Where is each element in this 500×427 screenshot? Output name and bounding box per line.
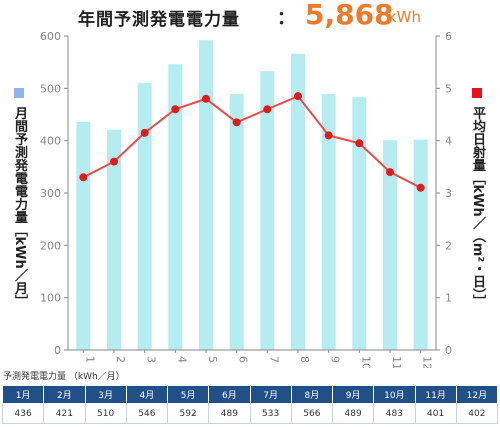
annual-generation-title: 年間予測発電電力量 (78, 10, 240, 30)
table-cell-month-6: 489 (208, 403, 251, 424)
table-header-month-6: 6月 (208, 385, 251, 404)
bar-month-5 (199, 40, 213, 350)
bar-month-2 (107, 129, 121, 350)
x-tick-label-11: 11 (390, 356, 403, 368)
table-header-month-8: 8月 (290, 385, 334, 404)
x-tick-label-2: 2 (114, 356, 127, 363)
x-tick-label-7: 7 (267, 356, 280, 363)
table-cell-month-4: 546 (125, 403, 169, 424)
annual-total-value: 5,868 (305, 0, 394, 31)
line-legend-swatch (472, 88, 482, 98)
bar-month-11 (383, 140, 397, 350)
x-tick-label-5: 5 (206, 356, 219, 363)
irradiance-point-11 (386, 168, 394, 177)
table-header-month-4: 4月 (125, 385, 169, 404)
bar-month-8 (291, 53, 305, 350)
table-cell-month-2: 421 (43, 403, 86, 424)
table-cell-month-8: 566 (290, 403, 334, 424)
table-cell-month-10: 483 (373, 403, 416, 424)
table-caption: 予測発電電力量 （kWh／月） (3, 372, 125, 382)
table-header-month-3: 3月 (84, 385, 127, 404)
irradiance-point-10 (355, 139, 364, 148)
left-tick-label-100: 100 (40, 292, 61, 305)
x-tick-label-10: 10 (359, 356, 372, 368)
right-axis-label: 平均日射量［kWh／（m²・日）］ (468, 88, 486, 308)
monthly-table: 1月 2月 3月 4月 5月 6月 7月 8月 9月 10月 11月 12月 436 421 510 546… (1, 385, 499, 424)
irradiance-point-5 (202, 94, 210, 103)
left-tick-label-600: 600 (40, 30, 61, 43)
right-tick-label-6: 6 (445, 30, 452, 43)
table-header-month-2: 2月 (43, 385, 86, 404)
header: 年間予測発電電力量 ： 5,868 kWh (0, 0, 500, 31)
x-tick-label-9: 9 (329, 356, 342, 363)
bar-month-3 (137, 83, 152, 350)
table-header-month-9: 9月 (331, 385, 375, 404)
irradiance-point-4 (171, 105, 180, 114)
irradiance-point-1 (79, 173, 88, 182)
table-cell-month-7: 533 (249, 403, 292, 424)
right-tick-label-2: 2 (445, 239, 452, 252)
irradiance-point-6 (232, 118, 241, 127)
bar-month-6 (229, 94, 244, 350)
bar-month-7 (260, 71, 275, 351)
irradiance-point-9 (324, 131, 333, 140)
right-axis-label-text: 平均日射量［kWh／（m²・日）］ (470, 106, 485, 308)
left-tick-label-400: 400 (40, 135, 61, 148)
annual-total-unit: kWh (388, 8, 422, 26)
right-tick-label-0: 0 (445, 344, 452, 357)
bar-legend-swatch (14, 88, 24, 98)
left-axis-label: 月間予測発電電力量［kWh／月］ (10, 88, 28, 308)
left-tick-label-200: 200 (40, 239, 61, 252)
left-axis-label-text: 月間予測発電電力量［kWh／月］ (12, 106, 27, 308)
right-tick-label-1: 1 (445, 292, 452, 305)
right-tick-label-4: 4 (445, 135, 452, 148)
table-header-month-5: 5月 (166, 385, 210, 404)
irradiance-point-3 (140, 128, 149, 137)
left-tick-label-0: 0 (54, 344, 61, 357)
bar-month-10 (352, 97, 367, 350)
title-colon: ： (277, 8, 295, 29)
right-tick-label-5: 5 (445, 82, 452, 95)
bar-month-12 (413, 139, 428, 350)
table-header-month-10: 10月 (373, 385, 416, 404)
bar-month-9 (321, 94, 336, 350)
bar-month-4 (168, 64, 183, 350)
irradiance-point-12 (416, 183, 425, 192)
table-header-month-1: 1月 (1, 385, 45, 404)
table-cell-month-5: 592 (166, 403, 210, 424)
x-tick-label-3: 3 (145, 356, 158, 363)
x-tick-label-1: 1 (83, 356, 96, 363)
x-tick-label-4: 4 (175, 356, 188, 363)
table-cell-month-3: 510 (84, 403, 127, 424)
left-tick-label-300: 300 (40, 187, 61, 200)
irradiance-point-2 (110, 157, 118, 166)
x-tick-label-8: 8 (298, 356, 311, 363)
table-header-row: 1月 2月 3月 4月 5月 6月 7月 8月 9月 10月 11月 12月 (1, 385, 499, 404)
table-cell-month-12: 402 (455, 403, 499, 424)
table-header-month-11: 11月 (414, 385, 457, 404)
right-tick-label-3: 3 (445, 187, 452, 200)
irradiance-point-7 (263, 105, 272, 114)
table-cell-month-1: 436 (1, 403, 45, 424)
table-cell-month-9: 489 (331, 403, 375, 424)
table-header-month-7: 7月 (249, 385, 292, 404)
table-header-month-12: 12月 (455, 385, 499, 404)
irradiance-point-8 (294, 92, 302, 101)
x-tick-label-6: 6 (237, 356, 250, 363)
table-cell-month-11: 401 (414, 403, 457, 424)
table-row: 436 421 510 546 592 489 533 566 489 483 401 402 (1, 403, 499, 424)
x-tick-label-12: 12 (421, 356, 434, 368)
irradiance-line (82, 94, 422, 189)
left-tick-label-500: 500 (40, 82, 61, 95)
bar-month-1 (76, 121, 91, 351)
